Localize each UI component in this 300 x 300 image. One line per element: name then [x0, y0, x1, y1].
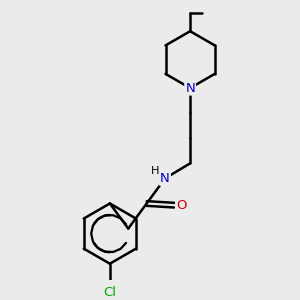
Text: Cl: Cl — [103, 286, 116, 299]
Text: O: O — [176, 199, 187, 212]
Text: N: N — [160, 172, 170, 185]
Text: H: H — [151, 166, 159, 176]
Text: N: N — [185, 82, 195, 94]
